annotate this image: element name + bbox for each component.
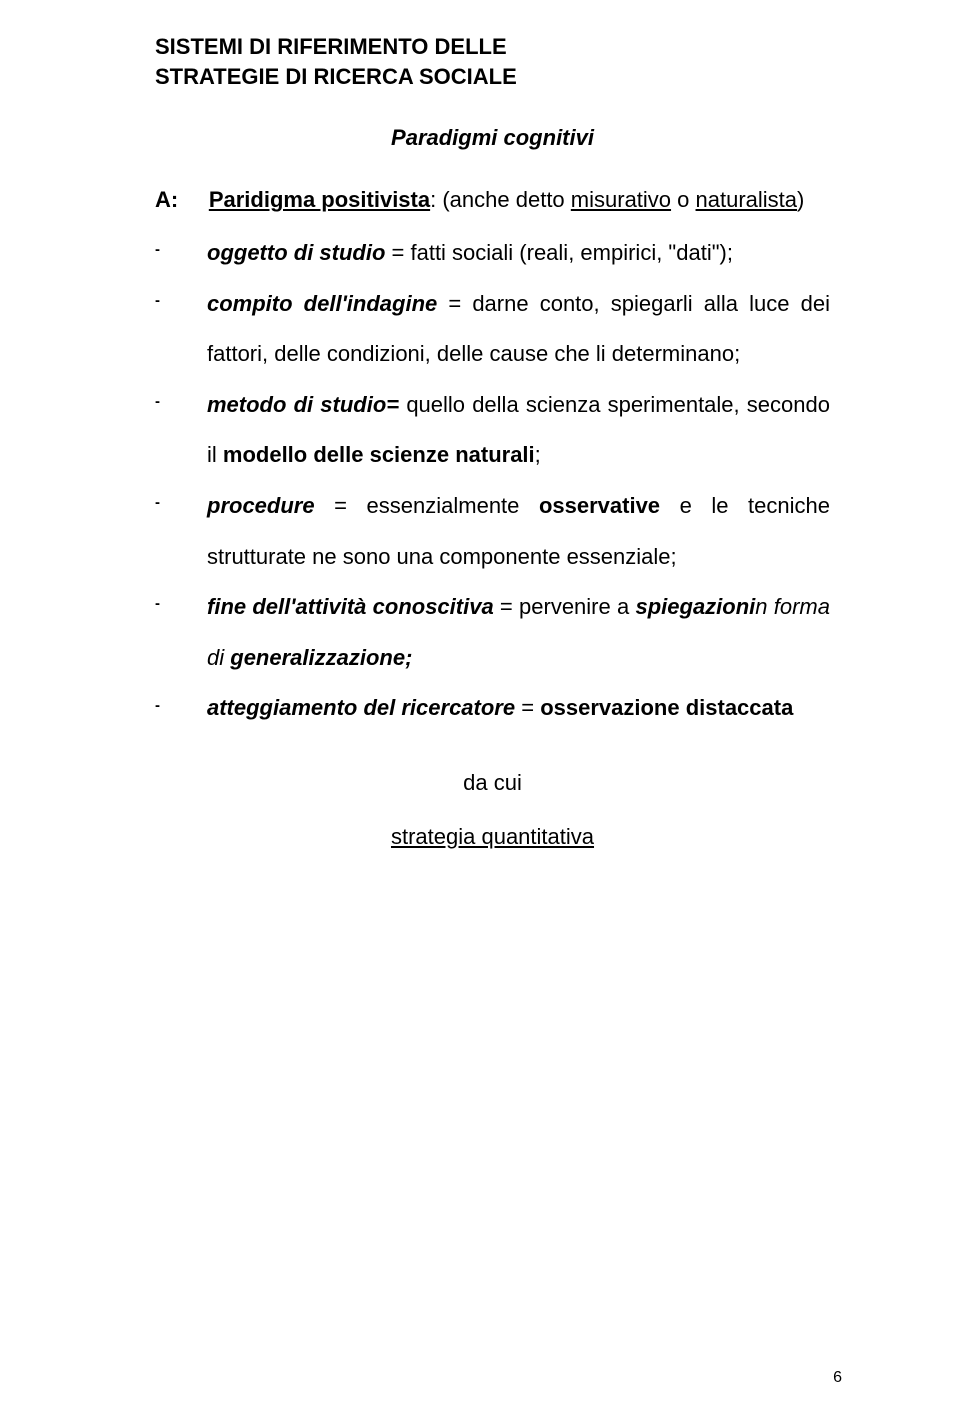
- closing-strategia: strategia quantitativa: [391, 824, 594, 849]
- item-rest: = essenzialmente: [315, 493, 539, 518]
- document-page: SISTEMI DI RIFERIMENTO DELLE STRATEGIE D…: [0, 0, 960, 1425]
- list-item: fine dell'attività conoscitiva = perveni…: [207, 582, 830, 683]
- item-rest: = pervenire a: [494, 594, 636, 619]
- list-item: oggetto di studio = fatti sociali (reali…: [207, 228, 830, 279]
- intro-close: ): [797, 187, 804, 212]
- intro-paragraph: A: Paridigma positivista: (anche detto m…: [155, 175, 830, 226]
- list-item: compito dell'indagine = darne conto, spi…: [207, 279, 830, 380]
- page-title-line1: SISTEMI DI RIFERIMENTO DELLE: [155, 32, 830, 62]
- list-item: atteggiamento del ricercatore = osservaz…: [207, 683, 830, 734]
- list-item: metodo di studio= quello della scienza s…: [207, 380, 830, 481]
- closing-dacui: da cui: [155, 770, 830, 796]
- intro-o: o: [677, 187, 695, 212]
- intro-underline-2: naturalista: [696, 187, 798, 212]
- item-rest: = fatti sociali (reali, empirici, "dati"…: [385, 240, 733, 265]
- list-item: procedure = essenzialmente osservative e…: [207, 481, 830, 582]
- item-bold: osservazione distaccata: [540, 695, 793, 720]
- item-prefix: atteggiamento del ricercatore: [207, 695, 515, 720]
- page-title-line2: STRATEGIE DI RICERCA SOCIALE: [155, 62, 830, 92]
- page-subtitle: Paradigmi cognitivi: [155, 125, 830, 151]
- intro-label-a: A:: [155, 187, 178, 212]
- item-prefix: compito dell'indagine: [207, 291, 437, 316]
- intro-colon: :: [430, 187, 436, 212]
- intro-underline-1: misurativo: [571, 187, 671, 212]
- item-bold: osservative: [539, 493, 660, 518]
- item-bolditalic: generalizzazione;: [230, 645, 412, 670]
- item-prefix: procedure: [207, 493, 315, 518]
- intro-term: Paridigma positivista: [209, 187, 430, 212]
- item-rest: ;: [535, 442, 541, 467]
- item-prefix: fine dell'attività conoscitiva: [207, 594, 494, 619]
- closing-block: da cui strategia quantitativa: [155, 770, 830, 850]
- item-bold: modello delle scienze naturali: [223, 442, 535, 467]
- page-number: 6: [833, 1369, 842, 1387]
- item-prefix: metodo di studio=: [207, 392, 399, 417]
- bullet-list: oggetto di studio = fatti sociali (reali…: [155, 228, 830, 734]
- item-prefix: oggetto di studio: [207, 240, 385, 265]
- item-rest: =: [515, 695, 540, 720]
- intro-between: (anche detto: [442, 187, 570, 212]
- item-bolditalic: spiegazioni: [635, 594, 755, 619]
